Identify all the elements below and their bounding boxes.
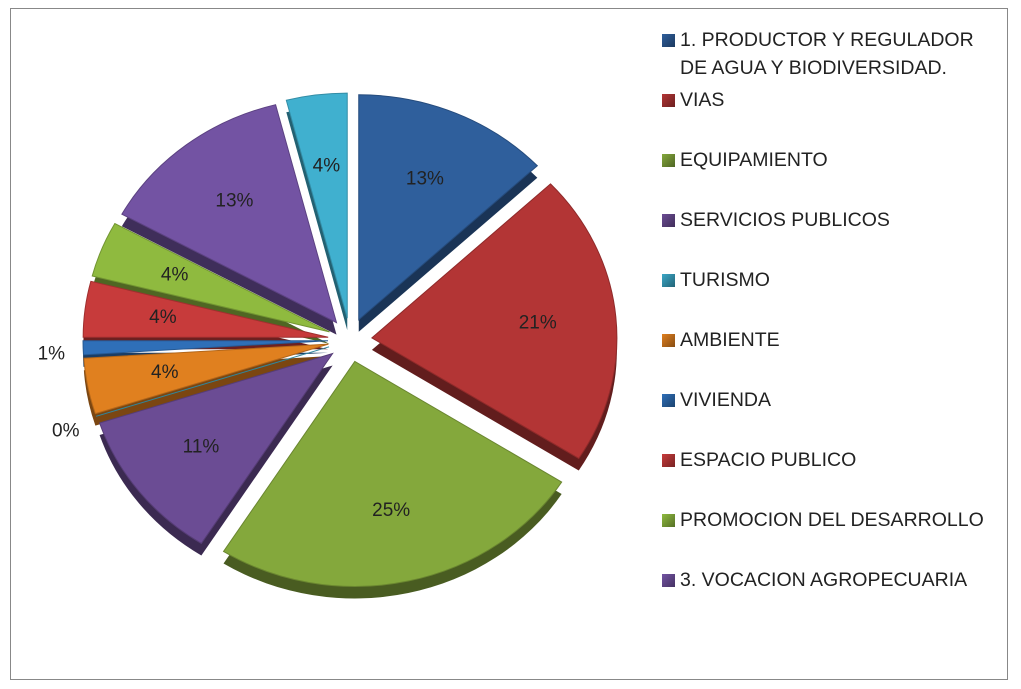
legend-swatch: [662, 334, 675, 347]
legend-item: AMBIENTE: [660, 326, 1005, 354]
legend-swatch: [662, 514, 675, 527]
slice: [82, 280, 329, 338]
legend-label: ESPACIO PUBLICO: [680, 449, 857, 471]
legend-label: TURISMO: [680, 269, 770, 291]
legend-swatch: [662, 214, 675, 227]
legend-item: EQUIPAMIENTO: [660, 146, 1005, 174]
legend-label: VIVIENDA: [680, 389, 772, 411]
data-label: 1%: [38, 344, 66, 365]
data-label: 21%: [519, 313, 557, 334]
legend-label: SERVICIOS PUBLICOS: [680, 209, 890, 231]
legend-item: PROMOCION DEL DESARROLLO: [660, 506, 1005, 534]
legend-swatch: [662, 394, 675, 407]
data-label: 4%: [161, 265, 189, 286]
legend-label: 3. VOCACION AGROPECUARIA: [680, 569, 968, 591]
data-label: 4%: [149, 307, 177, 328]
legend-item: VIVIENDA: [660, 386, 1005, 414]
data-label: 0%: [52, 420, 80, 441]
legend-item: VIAS: [660, 86, 1005, 114]
legend-swatch: [662, 274, 675, 287]
data-label: 13%: [406, 168, 444, 189]
chart-frame: [10, 8, 1008, 680]
legend-swatch: [662, 574, 675, 587]
slice: [95, 346, 330, 417]
legend-swatch: [662, 34, 675, 47]
slice: [82, 340, 329, 356]
legend-swatch: [662, 94, 675, 107]
slice: [121, 104, 338, 324]
legend-label: EQUIPAMIENTO: [680, 149, 828, 171]
data-label: 11%: [183, 436, 220, 457]
legend-label: VIAS: [680, 89, 725, 111]
slice: [98, 352, 334, 545]
slice: [285, 92, 348, 319]
legend-item: SERVICIOS PUBLICOS: [660, 206, 1005, 234]
data-label: 13%: [215, 191, 253, 212]
legend-swatch: [662, 154, 675, 167]
legend-label: PROMOCION DEL DESARROLLO: [680, 509, 984, 531]
legend-swatch: [662, 454, 675, 467]
legend-item: 3. VOCACION AGROPECUARIA: [660, 566, 1005, 594]
slice: [91, 222, 330, 333]
legend-label: AMBIENTE: [680, 329, 780, 351]
slice: [371, 183, 618, 460]
slice: [83, 343, 329, 415]
data-label: 4%: [151, 362, 179, 383]
legend-item: 1. PRODUCTOR Y REGULADOR DE AGUA Y BIODI…: [660, 26, 1005, 82]
legend-label: 1. PRODUCTOR Y REGULADOR DE AGUA Y BIODI…: [680, 29, 974, 79]
data-label: 25%: [372, 500, 410, 521]
legend-item: TURISMO: [660, 266, 1005, 294]
legend-item: ESPACIO PUBLICO: [660, 446, 1005, 474]
data-label: 4%: [313, 155, 341, 176]
slice: [358, 94, 539, 321]
slice: [222, 360, 563, 587]
